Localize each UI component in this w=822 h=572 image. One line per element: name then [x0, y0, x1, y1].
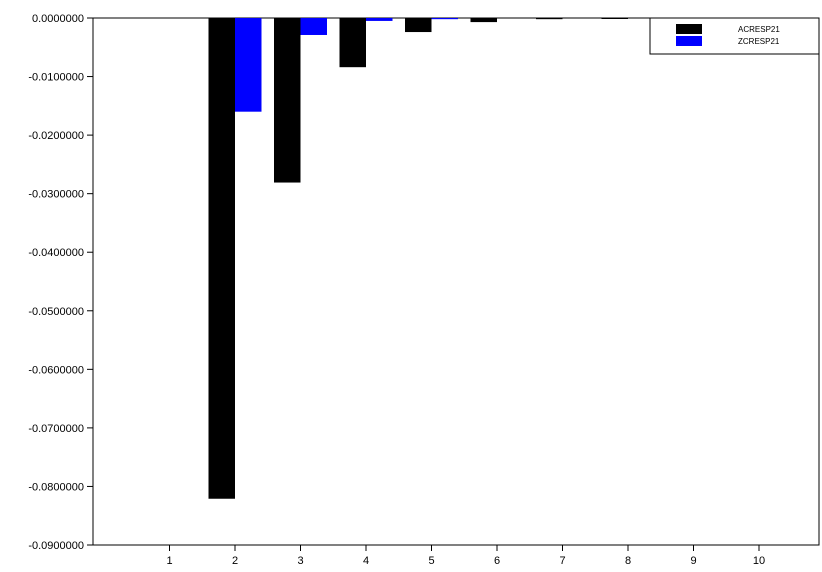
- x-tick-label: 7: [559, 555, 565, 567]
- x-tick-label: 9: [690, 555, 696, 567]
- bar-acresp21-8: [601, 18, 628, 19]
- y-tick-label: -0.0200000: [28, 130, 84, 142]
- bar-zcresp21-5: [431, 18, 458, 20]
- legend-swatch-zcresp21: [676, 36, 702, 46]
- legend-swatch-acresp21: [676, 24, 702, 34]
- y-tick-label: -0.0300000: [28, 189, 84, 201]
- plot-border: [92, 17, 820, 546]
- x-tick-label: 10: [753, 555, 765, 567]
- x-tick-label: 3: [297, 555, 303, 567]
- x-tick-label: 8: [625, 555, 631, 567]
- x-tick-label: 6: [494, 555, 500, 567]
- y-tick-label: -0.0400000: [28, 247, 84, 259]
- bar-acresp21-2: [208, 18, 235, 499]
- bar-acresp21-3: [274, 18, 301, 183]
- y-tick-label: -0.0700000: [28, 423, 84, 435]
- x-axis: 1 2 3 4 5 6 7 8 9 10: [166, 545, 765, 567]
- y-tick-label: -0.0800000: [28, 481, 84, 493]
- y-tick-label: -0.0500000: [28, 306, 84, 318]
- y-axis: 0.0000000 -0.0100000 -0.0200000 -0.0300000 -…: [28, 13, 93, 552]
- bar-acresp21-6: [470, 18, 497, 23]
- bars: [208, 18, 628, 499]
- legend: ACRESP21 ZCRESP21: [649, 17, 820, 55]
- bar-acresp21-4: [339, 18, 366, 68]
- x-tick-label: 4: [363, 555, 369, 567]
- plot-frame: [92, 17, 820, 546]
- x-tick-label: 5: [428, 555, 434, 567]
- bar-zcresp21-3: [300, 18, 327, 35]
- bar-acresp21-7: [536, 18, 563, 20]
- bar-acresp21-5: [405, 18, 432, 33]
- y-tick-label: 0.0000000: [32, 13, 84, 25]
- y-tick-label: -0.0900000: [28, 540, 84, 552]
- legend-label-zcresp21: ZCRESP21: [738, 37, 780, 46]
- x-tick-label: 1: [166, 555, 172, 567]
- legend-box: [649, 17, 820, 55]
- legend-label-acresp21: ACRESP21: [738, 25, 780, 34]
- bar-zcresp21-2: [235, 18, 262, 112]
- y-tick-label: -0.0600000: [28, 364, 84, 376]
- bar-zcresp21-4: [366, 18, 393, 21]
- y-tick-label: -0.0100000: [28, 72, 84, 84]
- x-tick-label: 2: [232, 555, 238, 567]
